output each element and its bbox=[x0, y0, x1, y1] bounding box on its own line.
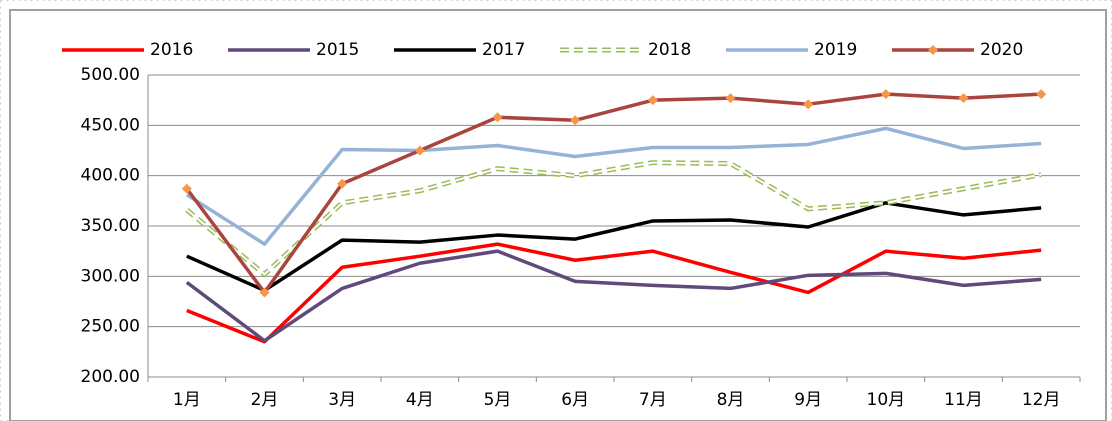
legend-marker bbox=[928, 45, 938, 55]
legend-label: 2018 bbox=[648, 40, 691, 60]
series-marker bbox=[1036, 89, 1047, 100]
series-marker bbox=[337, 178, 348, 189]
series-marker bbox=[181, 183, 192, 194]
series-marker bbox=[880, 89, 891, 100]
x-tick-label: 8月 bbox=[717, 390, 745, 410]
x-tick-label: 9月 bbox=[794, 390, 822, 410]
series-line bbox=[186, 242, 1042, 344]
plot-frame bbox=[9, 9, 1107, 421]
x-tick-label: 7月 bbox=[639, 390, 667, 410]
y-tick-label: 250.00 bbox=[81, 317, 140, 337]
x-tick-label: 6月 bbox=[561, 390, 589, 410]
y-tick-label: 450.00 bbox=[81, 115, 140, 135]
y-tick-label: 350.00 bbox=[81, 216, 140, 236]
y-tick-label: 200.00 bbox=[81, 367, 140, 387]
series-marker bbox=[958, 93, 969, 104]
x-tick-label: 2月 bbox=[251, 390, 279, 410]
series-line bbox=[185, 92, 1042, 295]
legend-label: 2016 bbox=[150, 40, 193, 60]
legend-label: 2015 bbox=[316, 40, 359, 60]
series-marker bbox=[414, 145, 425, 156]
y-tick-label: 300.00 bbox=[81, 266, 140, 286]
series-line bbox=[185, 126, 1042, 246]
series-marker bbox=[259, 287, 270, 298]
series-marker bbox=[647, 95, 658, 106]
series-line bbox=[186, 201, 1042, 293]
y-tick-label: 400.00 bbox=[81, 166, 140, 186]
legend-label: 2019 bbox=[814, 40, 857, 60]
y-tick-label: 500.00 bbox=[81, 65, 140, 85]
x-tick-label: 11月 bbox=[944, 390, 983, 410]
series-line-inner bbox=[186, 161, 1042, 276]
x-tick-label: 3月 bbox=[328, 390, 356, 410]
series-marker bbox=[803, 99, 814, 110]
x-tick-label: 10月 bbox=[867, 390, 906, 410]
x-tick-label: 1月 bbox=[173, 390, 201, 410]
series-marker bbox=[492, 112, 503, 123]
series-line bbox=[185, 249, 1042, 343]
legend-label: 2020 bbox=[980, 40, 1023, 60]
x-tick-label: 12月 bbox=[1022, 390, 1061, 410]
x-tick-label: 5月 bbox=[484, 390, 512, 410]
legend-label: 2017 bbox=[482, 40, 525, 60]
x-tick-label: 4月 bbox=[406, 390, 434, 410]
series-marker bbox=[570, 115, 581, 126]
series-marker bbox=[725, 93, 736, 104]
